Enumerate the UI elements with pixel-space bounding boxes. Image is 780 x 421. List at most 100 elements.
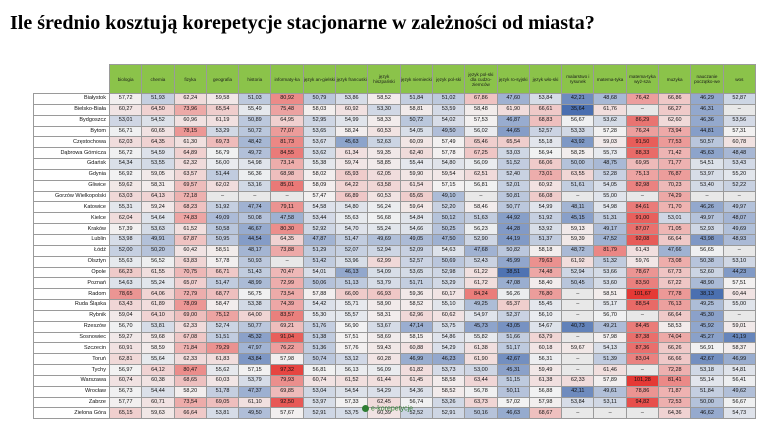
- price-cell: –: [238, 190, 272, 203]
- price-cell: 59,64: [399, 201, 433, 214]
- city-label: Radom: [33, 288, 110, 301]
- price-cell: 54,99: [528, 201, 563, 214]
- price-cell: 49,69: [722, 223, 756, 235]
- price-cell: 58,85: [367, 158, 401, 170]
- price-cell: 73,88: [270, 244, 304, 257]
- price-cell: 53,86: [335, 93, 369, 105]
- price-cell: 61,44: [367, 374, 401, 387]
- price-cell: 59,36: [399, 288, 433, 301]
- table-row: Zielona Góra 65,15 59,63 66,64 53,81 49,50 57,…: [33, 407, 756, 420]
- price-cell: 50,77: [238, 320, 272, 333]
- price-cell: 53,10: [722, 255, 756, 268]
- price-cell: 60,17: [431, 288, 466, 301]
- price-cell: 62,05: [367, 168, 401, 181]
- price-cell: 75,13: [625, 168, 660, 181]
- price-cell: 52,60: [690, 266, 724, 279]
- price-cell: 47,68: [464, 244, 498, 257]
- price-cell: –: [722, 103, 756, 116]
- price-cell: 61,19: [205, 114, 240, 127]
- price-cell: 71,70: [658, 201, 692, 214]
- price-cell: 57,51: [722, 277, 756, 290]
- city-label: Warszawa: [33, 374, 110, 387]
- price-cell: 73,94: [658, 125, 692, 138]
- price-cell: 66,26: [658, 342, 692, 355]
- price-cell: 53,00: [464, 364, 498, 376]
- price-cell: 49,25: [690, 299, 724, 311]
- price-cell: –: [625, 309, 660, 322]
- table-row: Tychy 56,97 64,12 80,47 55,62 57,15 97,32 56,81…: [33, 364, 756, 376]
- price-cell: 62,51: [464, 168, 498, 181]
- table-row: Gorzów Wielkopolski 63,03 64,13 72,18– – –57,…: [33, 190, 756, 203]
- price-cell: 50,81: [496, 190, 530, 203]
- price-cell: 50,82: [496, 244, 530, 257]
- price-cell: 82,98: [625, 179, 660, 192]
- price-cell: 59,67: [561, 342, 595, 355]
- price-cell: –: [561, 309, 595, 322]
- price-cell: 58,09: [302, 179, 337, 192]
- city-label: Bytom: [33, 125, 110, 138]
- price-cell: 45,30: [690, 309, 724, 322]
- price-cell: 52,07: [335, 244, 369, 257]
- price-cell: 54,29: [431, 342, 466, 355]
- price-cell: 51,92: [528, 212, 563, 225]
- price-cell: 56,81: [464, 179, 498, 192]
- price-cell: 64,50: [141, 103, 175, 116]
- price-cell: 52,98: [431, 266, 466, 279]
- price-cell: 54,34: [108, 158, 143, 170]
- price-cell: 46,26: [690, 201, 724, 214]
- price-cell: 51,15: [496, 374, 530, 387]
- price-cell: 51,17: [496, 342, 530, 355]
- price-cell: 61,89: [141, 299, 175, 311]
- price-cell: 47,50: [431, 233, 466, 246]
- price-cell: 68,77: [205, 288, 240, 301]
- price-cell: 54,02: [431, 114, 466, 127]
- price-cell: –: [561, 407, 595, 420]
- price-cell: 50,77: [496, 201, 530, 214]
- price-cell: 47,08: [496, 277, 530, 290]
- price-cell: 58,46: [464, 201, 498, 214]
- price-cell: 56,71: [108, 125, 143, 138]
- price-cell: 67,73: [658, 266, 692, 279]
- price-cell: 48,68: [593, 93, 627, 105]
- price-cell: 52,22: [722, 179, 756, 192]
- price-cell: 55,49: [238, 103, 272, 116]
- price-cell: 50,58: [205, 223, 240, 235]
- table-row: Szczecin 60,91 58,59 71,84 79,29 47,97 76,22 51…: [33, 342, 756, 355]
- price-cell: 73,54: [270, 288, 304, 301]
- price-cell: 59,68: [141, 331, 175, 344]
- price-cell: 60,92: [335, 103, 369, 116]
- price-cell: 57,49: [431, 136, 466, 149]
- price-cell: 54,63: [431, 244, 466, 257]
- price-cell: 62,24: [173, 93, 207, 105]
- price-cell: 66,89: [335, 190, 369, 203]
- logo-text: e-korepetycje: [371, 405, 414, 413]
- price-cell: 47,52: [593, 233, 627, 246]
- price-cell: 73,14: [270, 158, 304, 170]
- price-cell: 46,67: [238, 223, 272, 235]
- price-cell: 46,13: [335, 266, 369, 279]
- price-cell: 73,01: [528, 168, 563, 181]
- price-cell: 46,99: [399, 353, 433, 366]
- price-cell: 56,10: [528, 309, 563, 322]
- price-cell: 50,95: [205, 233, 240, 246]
- price-cell: 61,46: [593, 364, 627, 376]
- price-cell: 67,08: [173, 331, 207, 344]
- price-cell: 63,03: [108, 190, 143, 203]
- price-cell: 65,37: [496, 299, 530, 311]
- price-cell: 54,99: [335, 114, 369, 127]
- price-cell: 44,81: [690, 125, 724, 138]
- price-cell: 64,12: [141, 364, 175, 376]
- table-row: Dąbrowa Górnicza 56,72 54,59 64,89 56,79 49,7…: [33, 147, 756, 160]
- city-label: Szczecin: [33, 342, 110, 355]
- price-cell: 62,03: [108, 136, 143, 149]
- price-cell: 69,05: [205, 396, 240, 409]
- price-cell: 80,92: [270, 93, 304, 105]
- price-cell: 62,99: [367, 255, 401, 268]
- price-cell: 64,36: [658, 407, 692, 420]
- price-cell: 45,31: [496, 364, 530, 376]
- price-cell: 38,13: [690, 288, 724, 301]
- city-label: Sosnowiec: [33, 331, 110, 344]
- price-cell: 56,23: [464, 223, 498, 235]
- price-cell: 53,60: [593, 277, 627, 290]
- price-cell: 58,02: [302, 168, 337, 181]
